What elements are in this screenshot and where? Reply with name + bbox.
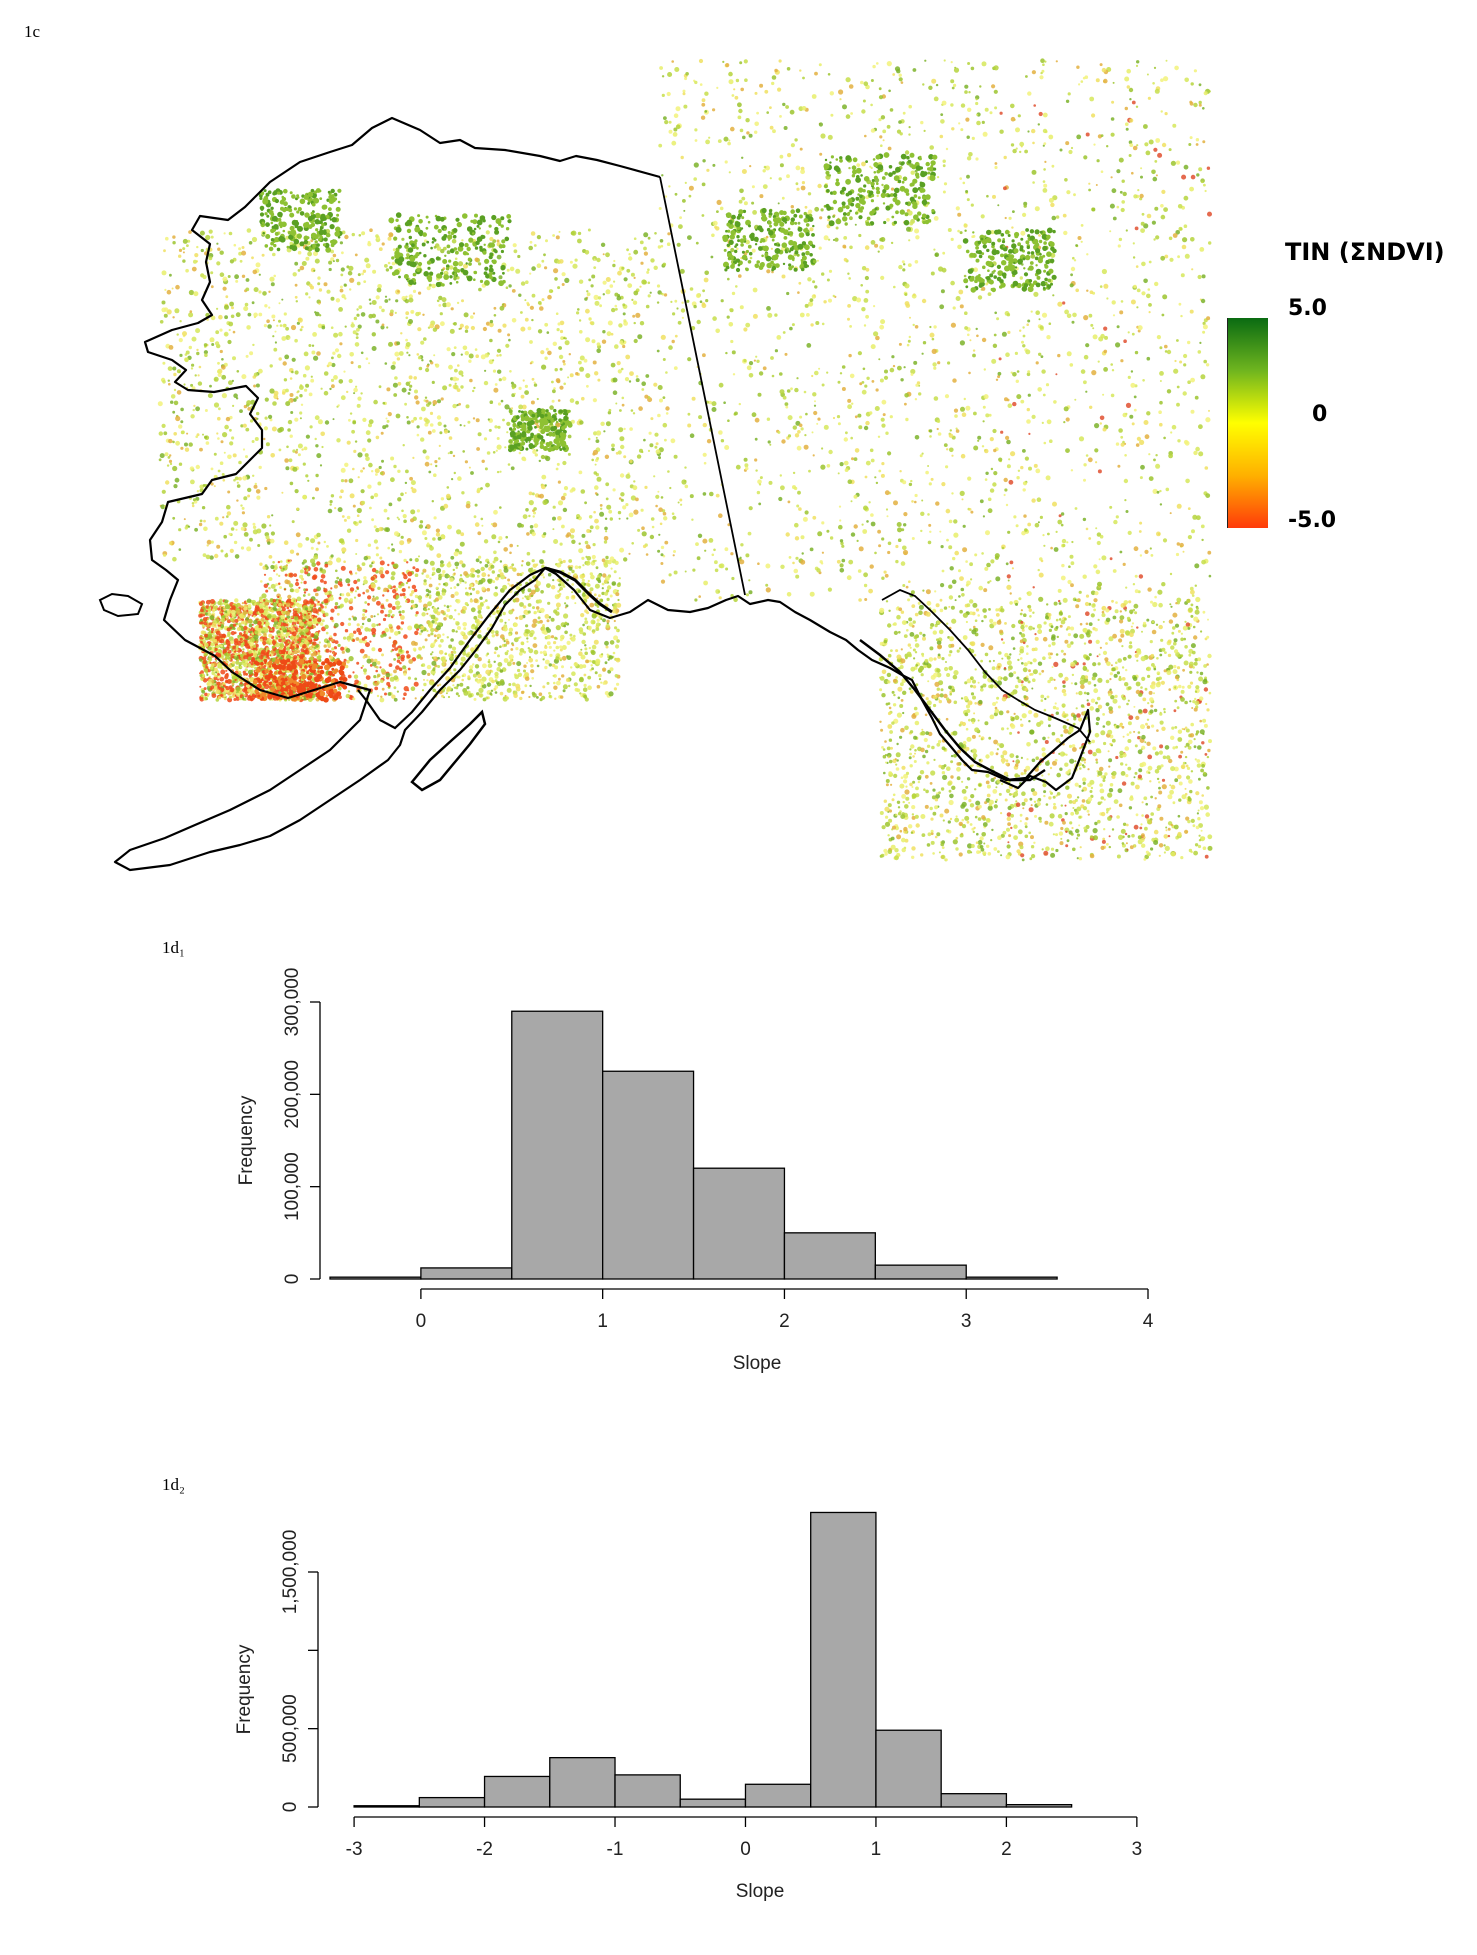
histogram-bar [420,1267,513,1280]
y-tick-label: 0 [280,1802,301,1813]
histogram-bar [940,1793,1008,1808]
histogram-bar [875,1729,942,1808]
x-axis-label: Slope [733,1353,782,1374]
kodiak-island [410,709,487,792]
y-tick-label: 500,000 [280,1694,301,1763]
y-tick-label: 1,500,000 [280,1530,301,1615]
histogram-bar [783,1232,876,1280]
y-tick-label: 0 [282,1274,303,1285]
x-tick-label: 3 [961,1311,972,1332]
panel-label-1d1: 1d₁ [162,938,185,957]
histogram-bar [692,1167,786,1280]
histogram-bar [874,1264,967,1280]
x-tick-label: -2 [476,1839,493,1860]
y-tick-label: 100,000 [282,1152,303,1221]
histogram-bar [353,1805,420,1808]
x-tick-label: -1 [607,1839,624,1860]
histogram-bar [1005,1803,1073,1808]
histogram-bar [602,1070,695,1280]
x-tick-label: 1 [597,1311,608,1332]
legend-tick-high: 5.0 [1288,296,1327,321]
legend-tick-mid: 0 [1312,402,1328,427]
y-tick-label: 300,000 [282,968,303,1037]
histogram-bar [965,1276,1058,1280]
x-tick-label: 3 [1132,1839,1143,1860]
legend-color-bar [1227,318,1268,528]
legend-title: TIN (ΣNDVI) [1285,238,1445,266]
histogram-bar [418,1796,486,1808]
histogram-bar [679,1798,747,1808]
histogram-bar [329,1276,422,1280]
alaska-yukon-map [98,58,1213,872]
y-tick-label: 200,000 [282,1060,303,1129]
x-tick-label: 0 [740,1839,751,1860]
histogram-bar [483,1775,551,1808]
legend-tick-low: -5.0 [1288,508,1337,533]
x-tick-label: 2 [779,1311,790,1332]
histogram-bar [810,1511,877,1808]
histogram-bar [744,1783,812,1808]
southeast-coast-yukon [881,589,1091,743]
southeast-panhandle [859,639,1046,782]
alaska-peninsula-islands [98,592,144,618]
x-tick-label: 1 [871,1839,882,1860]
panel-label-1d2: 1d₂ [162,1475,185,1494]
kenai-fjords [544,566,613,614]
histogram-bar [511,1010,604,1280]
x-tick-label: 2 [1001,1839,1012,1860]
histogram-bar [614,1774,681,1808]
y-axis-label: Frequency [236,1095,257,1185]
alaska-canada-border [659,176,746,596]
y-axis-label: Frequency [234,1644,255,1734]
histogram-1d1: 0 1 2 3 4 0 100,000 200,000 300,000 Slope Frequenc… [236,968,1154,1374]
x-tick-label: -3 [346,1839,363,1860]
panel-label-1c: 1c [24,22,41,41]
x-tick-label: 0 [416,1311,427,1332]
histogram-bar [549,1756,616,1808]
histogram-1d2: -3 -2 -1 0 1 2 3 0 500,000 1,500,000 Slope Frequenc… [234,1511,1143,1902]
x-axis-label: Slope [736,1881,785,1902]
ndvi-speckle-layer [157,58,1213,862]
alaska-coastline [113,116,1092,872]
x-tick-label: 4 [1143,1311,1154,1332]
coast-inner-cook-inlet [357,567,546,730]
